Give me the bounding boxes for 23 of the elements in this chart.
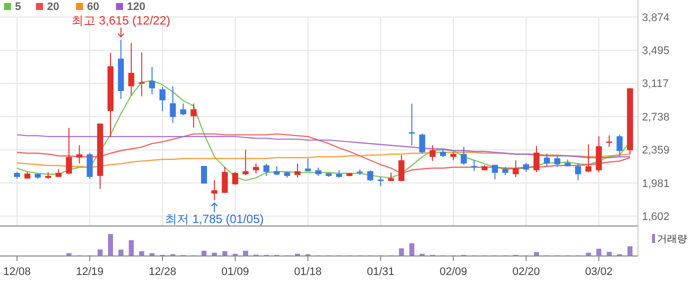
- x-tick-label: 02/09: [440, 266, 468, 278]
- x-tick-label: 02/20: [512, 266, 540, 278]
- x-tick-label: 03/02: [585, 266, 613, 278]
- y-tick-label: 3,117: [642, 78, 669, 90]
- legend-label: 60: [87, 1, 100, 13]
- x-tick-label: 12/19: [76, 266, 104, 278]
- y-tick-label: 3,874: [642, 12, 670, 24]
- legend-label: 120: [127, 1, 146, 13]
- legend-label: 거래량: [657, 234, 687, 245]
- y-tick-label: 2,359: [642, 144, 670, 157]
- y-tick-label: 2,738: [642, 111, 670, 124]
- annotation: 최고 3,615 (12/22): [72, 14, 170, 28]
- x-tick-label: 01/31: [366, 266, 394, 278]
- y-tick-label: 1,602: [642, 211, 670, 224]
- annotation: 최저 1,785 (01/05): [165, 212, 264, 226]
- y-tick-label: 3,495: [642, 45, 670, 58]
- x-tick-label: 12/08: [3, 266, 31, 278]
- legend-label: 20: [47, 1, 60, 13]
- x-tick-label: 12/28: [148, 266, 176, 278]
- y-tick-label: 1,981: [642, 178, 670, 190]
- x-tick-label: 01/09: [221, 266, 249, 278]
- legend-label: 5: [15, 1, 22, 13]
- x-tick-label: 01/18: [294, 266, 322, 278]
